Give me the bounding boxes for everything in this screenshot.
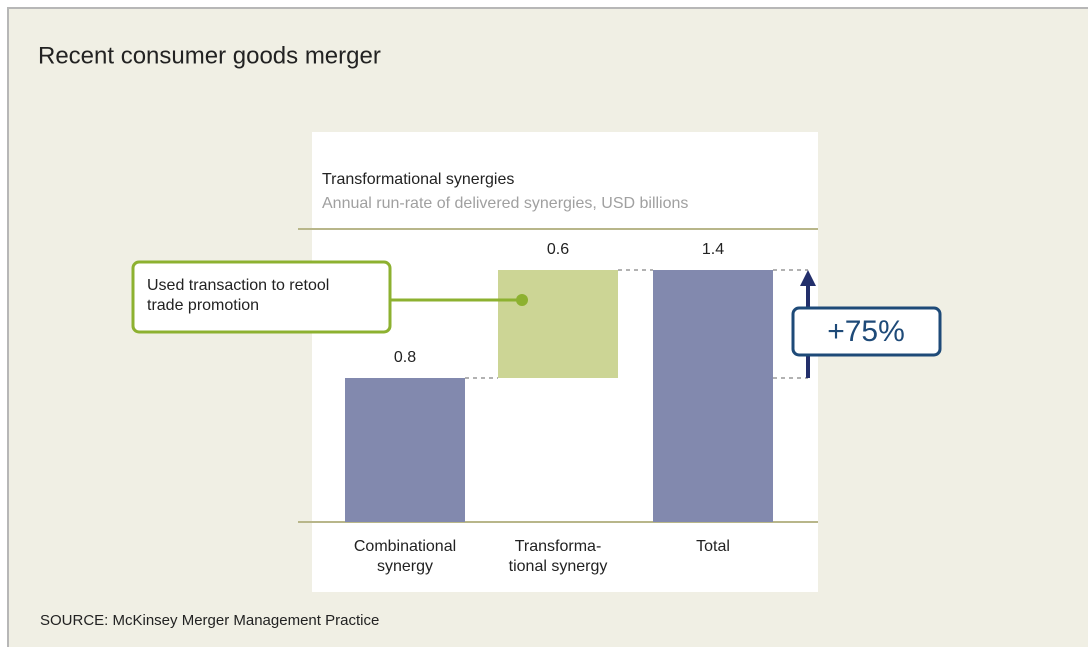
- callout-text: Used transaction to retool trade promotio…: [147, 277, 329, 314]
- chart-title: Transformational synergies: [322, 171, 514, 188]
- callout-dot: [516, 294, 528, 306]
- chart-subtitle: Annual run-rate of delivered synergies, …: [322, 195, 688, 212]
- growth-box: [791, 306, 942, 357]
- x-tick-label: Total: [696, 538, 730, 555]
- bar: [653, 270, 773, 522]
- x-tick-label: Transforma-tional synergy: [509, 538, 608, 575]
- value-label: 0.6: [547, 241, 569, 258]
- growth-label: +75%: [827, 315, 905, 348]
- bar: [345, 378, 465, 522]
- bar: [498, 270, 618, 378]
- callout-box: [131, 260, 392, 334]
- page-title: Recent consumer goods merger: [38, 42, 381, 69]
- value-label: 1.4: [702, 241, 724, 258]
- value-label: 0.8: [394, 349, 416, 366]
- source: SOURCE: McKinsey Merger Management Pract…: [40, 612, 379, 629]
- x-tick-label: Combinational synergy: [354, 538, 456, 575]
- growth-arrowhead: [800, 270, 816, 286]
